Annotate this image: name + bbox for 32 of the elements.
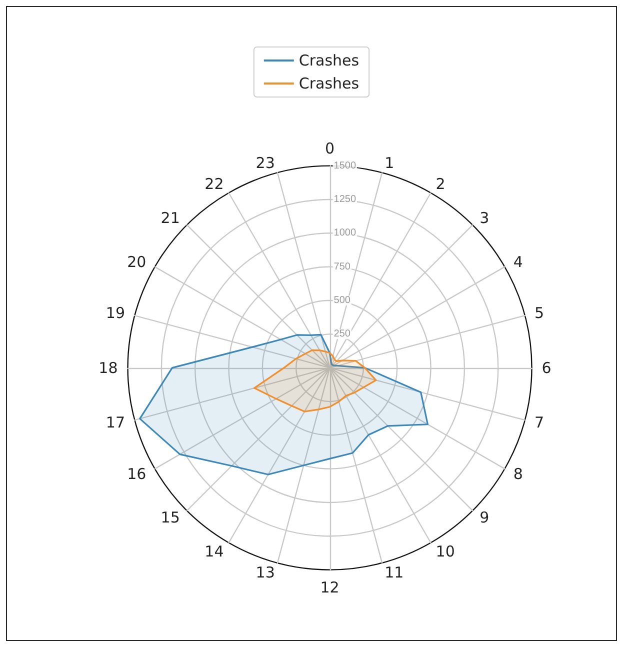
spoke-label: 17: [106, 414, 125, 432]
spoke-label: 10: [436, 542, 455, 560]
spoke-label: 18: [98, 358, 118, 377]
legend-label: Crashes: [298, 74, 360, 92]
spoke-label: 7: [534, 414, 544, 432]
spoke-label: 9: [480, 508, 490, 527]
y-tick-label: 250: [334, 328, 351, 340]
spoke-label: 6: [542, 358, 552, 377]
spoke-label: 16: [127, 464, 146, 483]
spoke-label: 5: [534, 304, 544, 322]
spoke-label: 22: [204, 175, 224, 194]
spoke-label: 19: [106, 304, 125, 322]
spoke-label: 21: [160, 208, 180, 227]
spoke-label: 23: [256, 154, 275, 172]
y-tick-label: 500: [334, 294, 351, 306]
spoke-label: 3: [480, 208, 490, 227]
spoke-label: 15: [160, 508, 180, 527]
spoke-label: 8: [513, 464, 523, 483]
spoke-label: 1: [384, 154, 394, 172]
spoke-label: 12: [320, 578, 340, 596]
y-tick-label: 1500: [334, 160, 356, 172]
y-tick-label: 1250: [334, 194, 356, 205]
spoke-label: 4: [513, 252, 523, 271]
spoke-label: 20: [127, 252, 146, 271]
spoke-label: 14: [204, 542, 224, 560]
spoke-label: 11: [384, 564, 404, 582]
spoke-label: 0: [324, 139, 335, 158]
spoke-label: 13: [256, 564, 275, 582]
y-tick-label: 1000: [334, 228, 356, 239]
y-tick-label: 750: [334, 261, 351, 272]
legend-label: Crashes: [298, 52, 360, 70]
spoke-label: 2: [436, 175, 446, 194]
